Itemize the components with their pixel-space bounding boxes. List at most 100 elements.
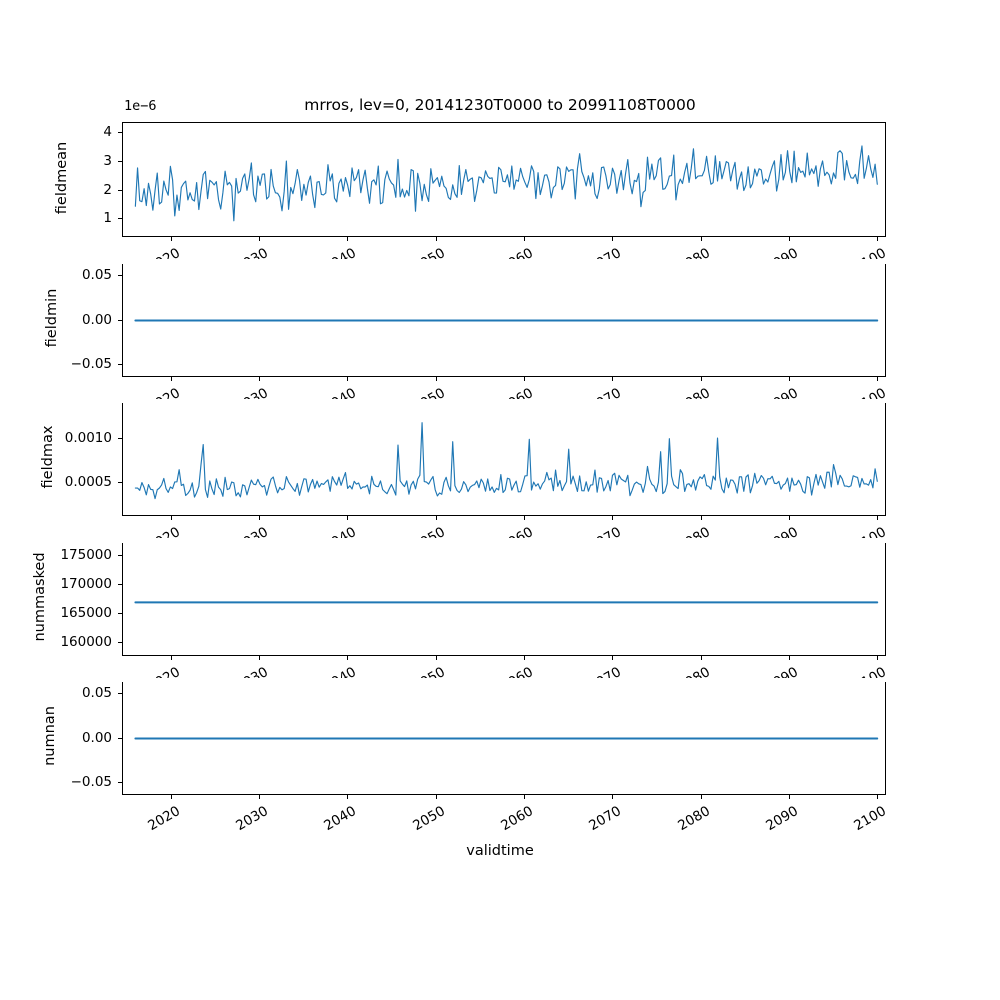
y-tick-label: −0.05 bbox=[70, 773, 112, 790]
x-tick-mark bbox=[877, 377, 879, 381]
y-axis-offset-text: 1e−6 bbox=[124, 98, 157, 114]
y-tick-label: 170000 bbox=[60, 576, 112, 593]
figure-title: mrros, lev=0, 20141230T0000 to 20991108T… bbox=[304, 96, 696, 114]
x-tick-mark bbox=[258, 377, 260, 381]
tick-label-clip-mask bbox=[0, 399, 1000, 403]
plot-line-fieldmax bbox=[134, 422, 878, 500]
x-tick-mark bbox=[612, 516, 614, 520]
x-tick-mark bbox=[258, 656, 260, 660]
x-axis-label: validtime bbox=[466, 843, 534, 859]
y-tick-label: 0.05 bbox=[81, 267, 112, 284]
x-tick-mark bbox=[435, 377, 437, 381]
x-tick-mark bbox=[435, 237, 437, 241]
y-tick-label: 0.05 bbox=[81, 685, 112, 702]
y-tick-label: 0.0010 bbox=[64, 430, 112, 447]
subplot-numnan bbox=[122, 680, 886, 795]
x-tick-mark bbox=[877, 237, 879, 241]
tick-label-clip-mask bbox=[0, 538, 1000, 543]
plot-line-fieldmean bbox=[134, 145, 878, 222]
y-tick-mark bbox=[118, 132, 122, 134]
plot-line-numnan bbox=[134, 737, 879, 740]
y-axis-label-numnan: numnan bbox=[42, 705, 58, 766]
x-tick-mark bbox=[700, 516, 702, 520]
x-tick-mark bbox=[612, 656, 614, 660]
x-tick-mark bbox=[347, 516, 349, 520]
x-tick-mark bbox=[523, 237, 525, 241]
y-tick-label: 165000 bbox=[60, 604, 112, 621]
subplot-fieldmean bbox=[122, 122, 886, 237]
y-tick-mark bbox=[118, 737, 122, 739]
x-tick-mark bbox=[347, 656, 349, 660]
y-axis-label-nummasked: nummasked bbox=[32, 551, 48, 642]
x-tick-mark bbox=[258, 795, 260, 799]
plot-line-fieldmin bbox=[134, 319, 879, 322]
y-axis-label-fieldmax: fieldmax bbox=[40, 425, 56, 488]
x-tick-mark bbox=[788, 795, 790, 799]
x-tick-mark bbox=[700, 377, 702, 381]
x-tick-mark bbox=[700, 795, 702, 799]
data-series-fieldmean bbox=[134, 145, 878, 222]
data-series-fieldmax bbox=[134, 422, 878, 500]
x-tick-mark bbox=[700, 656, 702, 660]
y-tick-label: 3 bbox=[103, 152, 112, 169]
x-tick-mark bbox=[347, 377, 349, 381]
x-tick-mark bbox=[788, 656, 790, 660]
x-tick-mark bbox=[435, 516, 437, 520]
y-tick-label: 160000 bbox=[60, 633, 112, 650]
x-tick-mark bbox=[258, 237, 260, 241]
y-tick-label: −0.05 bbox=[70, 355, 112, 372]
y-tick-label: 4 bbox=[103, 124, 112, 141]
x-tick-mark bbox=[435, 795, 437, 799]
x-tick-mark bbox=[170, 377, 172, 381]
y-tick-mark bbox=[118, 693, 122, 695]
y-tick-label: 0.00 bbox=[81, 311, 112, 328]
x-tick-mark bbox=[170, 795, 172, 799]
tick-label-clip-mask bbox=[0, 259, 1000, 264]
y-tick-label: 175000 bbox=[60, 547, 112, 564]
x-tick-mark bbox=[612, 237, 614, 241]
subplot-nummasked bbox=[122, 541, 886, 656]
subplot-fieldmax bbox=[122, 401, 886, 516]
y-tick-mark bbox=[118, 781, 122, 783]
plot-line-nummasked bbox=[134, 601, 879, 604]
x-tick-mark bbox=[877, 795, 879, 799]
y-axis-label-fieldmin: fieldmin bbox=[44, 288, 60, 347]
x-tick-mark bbox=[170, 656, 172, 660]
y-tick-mark bbox=[118, 641, 122, 643]
y-tick-mark bbox=[118, 438, 122, 440]
y-tick-label: 1 bbox=[103, 210, 112, 227]
x-tick-mark bbox=[523, 656, 525, 660]
x-tick-mark bbox=[523, 516, 525, 520]
y-tick-mark bbox=[118, 584, 122, 586]
y-tick-label: 0.00 bbox=[81, 729, 112, 746]
y-tick-mark bbox=[118, 275, 122, 277]
x-tick-mark bbox=[788, 377, 790, 381]
x-tick-mark bbox=[523, 795, 525, 799]
y-tick-label: 0.0005 bbox=[64, 474, 112, 491]
x-tick-mark bbox=[435, 656, 437, 660]
x-tick-mark bbox=[347, 795, 349, 799]
x-tick-mark bbox=[877, 656, 879, 660]
tick-label-clip-mask bbox=[0, 678, 1000, 682]
y-tick-mark bbox=[118, 482, 122, 484]
x-tick-mark bbox=[258, 516, 260, 520]
y-tick-mark bbox=[118, 189, 122, 191]
x-tick-mark bbox=[788, 516, 790, 520]
subplot-fieldmin bbox=[122, 262, 886, 377]
x-tick-mark bbox=[788, 237, 790, 241]
y-tick-mark bbox=[118, 160, 122, 162]
x-tick-mark bbox=[612, 795, 614, 799]
x-tick-mark bbox=[170, 237, 172, 241]
x-tick-mark bbox=[700, 237, 702, 241]
y-axis-label-fieldmean: fieldmean bbox=[54, 141, 70, 214]
y-tick-mark bbox=[118, 363, 122, 365]
x-tick-mark bbox=[347, 237, 349, 241]
x-tick-mark bbox=[612, 377, 614, 381]
y-tick-mark bbox=[118, 319, 122, 321]
y-tick-mark bbox=[118, 555, 122, 557]
x-tick-mark bbox=[523, 377, 525, 381]
y-tick-mark bbox=[118, 218, 122, 220]
x-tick-mark bbox=[170, 516, 172, 520]
x-tick-mark bbox=[877, 516, 879, 520]
y-tick-mark bbox=[118, 612, 122, 614]
